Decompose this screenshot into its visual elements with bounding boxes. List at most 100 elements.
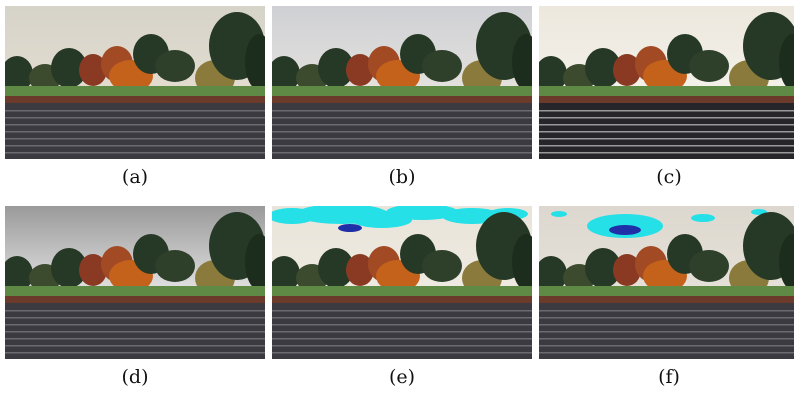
water-ripple	[539, 317, 794, 319]
water-ripple	[539, 352, 794, 354]
water-ripple	[5, 352, 265, 354]
caption-a: (a)	[121, 166, 149, 188]
tree	[79, 254, 107, 286]
reed-shore	[539, 96, 794, 103]
grass-bank	[5, 86, 265, 96]
landscape-image-b	[272, 6, 532, 159]
grass-bank	[272, 286, 532, 296]
water-ripple	[272, 338, 532, 340]
tree	[613, 54, 641, 86]
water-ripple	[539, 152, 794, 154]
sky-artifact	[551, 211, 567, 217]
water-ripple	[272, 324, 532, 326]
tree	[613, 254, 641, 286]
reed-shore	[539, 296, 794, 303]
grass-bank	[272, 86, 532, 96]
tree	[689, 250, 729, 282]
tree	[539, 256, 567, 292]
tree	[779, 34, 794, 90]
tree	[272, 256, 300, 292]
sky-artifact	[691, 214, 715, 222]
water-ripple	[539, 110, 794, 112]
panel-e	[272, 206, 532, 359]
panel-a	[5, 6, 265, 159]
tree	[585, 48, 621, 88]
water-ripple	[5, 310, 265, 312]
caption-d: (d)	[121, 366, 149, 388]
tree	[422, 50, 462, 82]
sky-artifact	[386, 206, 458, 220]
tree	[539, 56, 567, 92]
water-ripple	[5, 117, 265, 119]
tree	[689, 50, 729, 82]
landscape-image-d	[5, 206, 265, 359]
tree	[245, 34, 265, 90]
tree	[512, 234, 532, 290]
tree	[155, 250, 195, 282]
grass-bank	[539, 86, 794, 96]
tree	[346, 254, 374, 286]
water-ripple	[5, 324, 265, 326]
sky-artifact-blue	[338, 224, 362, 232]
caption-c: (c)	[656, 166, 682, 188]
tree	[318, 248, 354, 288]
water-ripple	[272, 310, 532, 312]
water-ripple	[5, 331, 265, 333]
reed-shore	[272, 96, 532, 103]
tree	[245, 234, 265, 290]
landscape-image-e	[272, 206, 532, 359]
tree	[5, 256, 33, 292]
water-ripple	[272, 331, 532, 333]
tree	[272, 56, 300, 92]
reed-shore	[5, 296, 265, 303]
landscape-image-a	[5, 6, 265, 159]
water-ripple	[272, 117, 532, 119]
water-ripple	[539, 117, 794, 119]
water-ripple	[5, 317, 265, 319]
water-ripple	[272, 110, 532, 112]
water-ripple	[539, 131, 794, 133]
tree	[155, 50, 195, 82]
grass-bank	[5, 286, 265, 296]
tree	[422, 250, 462, 282]
panel-c	[539, 6, 794, 159]
water-ripple	[539, 124, 794, 126]
reed-shore	[5, 96, 265, 103]
panel-d	[5, 206, 265, 359]
water-ripple	[5, 345, 265, 347]
panel-b	[272, 6, 532, 159]
water-ripple	[272, 352, 532, 354]
caption-b: (b)	[388, 166, 416, 188]
water-ripple	[272, 152, 532, 154]
water-ripple	[539, 331, 794, 333]
tree	[5, 56, 33, 92]
caption-e: (e)	[388, 366, 416, 388]
water-ripple	[539, 310, 794, 312]
water-ripple	[5, 138, 265, 140]
water-ripple	[539, 324, 794, 326]
water-ripple	[272, 131, 532, 133]
tree	[779, 234, 794, 290]
tree	[51, 48, 87, 88]
water-ripple	[5, 145, 265, 147]
water-ripple	[539, 338, 794, 340]
reed-shore	[272, 296, 532, 303]
water-ripple	[272, 145, 532, 147]
sky-artifact-blue	[609, 225, 641, 235]
tree	[585, 248, 621, 288]
water-ripple	[539, 138, 794, 140]
landscape-image-c	[539, 6, 794, 159]
water-ripple	[539, 145, 794, 147]
tree	[51, 248, 87, 288]
grass-bank	[539, 286, 794, 296]
water-ripple	[272, 317, 532, 319]
water-ripple	[5, 131, 265, 133]
landscape-image-f	[539, 206, 794, 359]
tree	[346, 54, 374, 86]
water-ripple	[272, 138, 532, 140]
tree	[79, 54, 107, 86]
tree	[512, 34, 532, 90]
water-ripple	[5, 110, 265, 112]
water-ripple	[272, 345, 532, 347]
caption-f: (f)	[658, 366, 680, 388]
